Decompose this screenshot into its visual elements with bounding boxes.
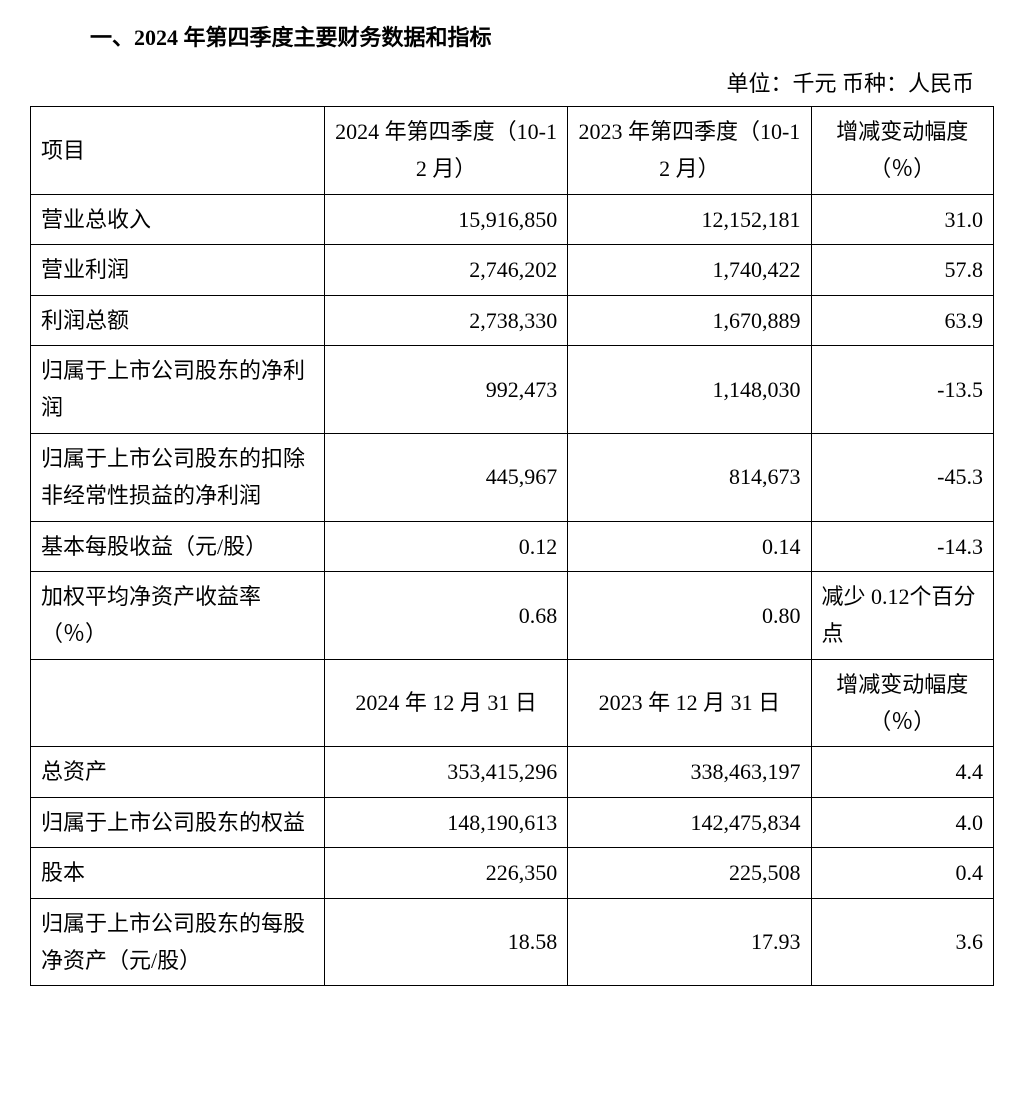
row-change: -13.5 <box>811 345 993 433</box>
row-label: 归属于上市公司股东的扣除非经常性损益的净利润 <box>31 433 325 521</box>
row-value-2024: 18.58 <box>324 898 567 986</box>
row-change: 3.6 <box>811 898 993 986</box>
row-value-2023: 0.80 <box>568 571 811 659</box>
row-value-2023: 338,463,197 <box>568 747 811 797</box>
table-row: 归属于上市公司股东的净利润 992,473 1,148,030 -13.5 <box>31 345 994 433</box>
unit-currency-line: 单位：千元 币种：人民币 <box>30 66 974 98</box>
table-row: 营业总收入 15,916,850 12,152,181 31.0 <box>31 194 994 244</box>
col-header-2023q4: 2023 年第四季度（10-12 月） <box>568 107 811 195</box>
table-row: 归属于上市公司股东的扣除非经常性损益的净利润 445,967 814,673 -… <box>31 433 994 521</box>
row-change: -45.3 <box>811 433 993 521</box>
col-header-change: 增减变动幅度（％） <box>811 107 993 195</box>
row-value-2023: 0.14 <box>568 521 811 571</box>
col-header-change-2: 增减变动幅度（％） <box>811 659 993 747</box>
row-label: 归属于上市公司股东的每股净资产（元/股） <box>31 898 325 986</box>
row-label: 总资产 <box>31 747 325 797</box>
row-value-2024: 15,916,850 <box>324 194 567 244</box>
row-label: 加权平均净资产收益率（％） <box>31 571 325 659</box>
table-row: 股本 226,350 225,508 0.4 <box>31 848 994 898</box>
table-row: 归属于上市公司股东的权益 148,190,613 142,475,834 4.0 <box>31 797 994 847</box>
row-value-2023: 1,148,030 <box>568 345 811 433</box>
row-value-2024: 353,415,296 <box>324 747 567 797</box>
row-label: 营业利润 <box>31 245 325 295</box>
row-value-2024: 0.12 <box>324 521 567 571</box>
page: 一、2024 年第四季度主要财务数据和指标 单位：千元 币种：人民币 项目 20… <box>0 0 1024 1026</box>
table-row: 营业利润 2,746,202 1,740,422 57.8 <box>31 245 994 295</box>
row-value-2023: 142,475,834 <box>568 797 811 847</box>
table-row: 总资产 353,415,296 338,463,197 4.4 <box>31 747 994 797</box>
row-label: 归属于上市公司股东的净利润 <box>31 345 325 433</box>
row-value-2024: 2,738,330 <box>324 295 567 345</box>
row-value-2024: 0.68 <box>324 571 567 659</box>
table-row: 利润总额 2,738,330 1,670,889 63.9 <box>31 295 994 345</box>
row-value-2023: 17.93 <box>568 898 811 986</box>
row-change: 31.0 <box>811 194 993 244</box>
col-header-2024-1231: 2024 年 12 月 31 日 <box>324 659 567 747</box>
row-value-2023: 1,670,889 <box>568 295 811 345</box>
table-row: 基本每股收益（元/股） 0.12 0.14 -14.3 <box>31 521 994 571</box>
row-value-2024: 992,473 <box>324 345 567 433</box>
row-label: 归属于上市公司股东的权益 <box>31 797 325 847</box>
row-label: 营业总收入 <box>31 194 325 244</box>
row-label: 利润总额 <box>31 295 325 345</box>
row-value-2024: 2,746,202 <box>324 245 567 295</box>
row-change: 57.8 <box>811 245 993 295</box>
row-change: 减少 0.12个百分点 <box>811 571 993 659</box>
table-header-row: 项目 2024 年第四季度（10-12 月） 2023 年第四季度（10-12 … <box>31 107 994 195</box>
table-row: 归属于上市公司股东的每股净资产（元/股） 18.58 17.93 3.6 <box>31 898 994 986</box>
row-change: 4.0 <box>811 797 993 847</box>
section-title: 一、2024 年第四季度主要财务数据和指标 <box>90 20 994 52</box>
row-change: -14.3 <box>811 521 993 571</box>
row-label: 股本 <box>31 848 325 898</box>
row-label: 基本每股收益（元/股） <box>31 521 325 571</box>
col-header-item: 项目 <box>31 107 325 195</box>
row-value-2023: 814,673 <box>568 433 811 521</box>
row-change: 0.4 <box>811 848 993 898</box>
row-value-2024: 445,967 <box>324 433 567 521</box>
col-header-2024q4: 2024 年第四季度（10-12 月） <box>324 107 567 195</box>
table-row: 加权平均净资产收益率（％） 0.68 0.80 减少 0.12个百分点 <box>31 571 994 659</box>
row-value-2023: 225,508 <box>568 848 811 898</box>
row-value-2023: 12,152,181 <box>568 194 811 244</box>
row-value-2023: 1,740,422 <box>568 245 811 295</box>
row-value-2024: 148,190,613 <box>324 797 567 847</box>
row-change: 63.9 <box>811 295 993 345</box>
financial-table: 项目 2024 年第四季度（10-12 月） 2023 年第四季度（10-12 … <box>30 106 994 986</box>
col-header-item-2 <box>31 659 325 747</box>
row-value-2024: 226,350 <box>324 848 567 898</box>
row-change: 4.4 <box>811 747 993 797</box>
table-subheader-row: 2024 年 12 月 31 日 2023 年 12 月 31 日 增减变动幅度… <box>31 659 994 747</box>
col-header-2023-1231: 2023 年 12 月 31 日 <box>568 659 811 747</box>
